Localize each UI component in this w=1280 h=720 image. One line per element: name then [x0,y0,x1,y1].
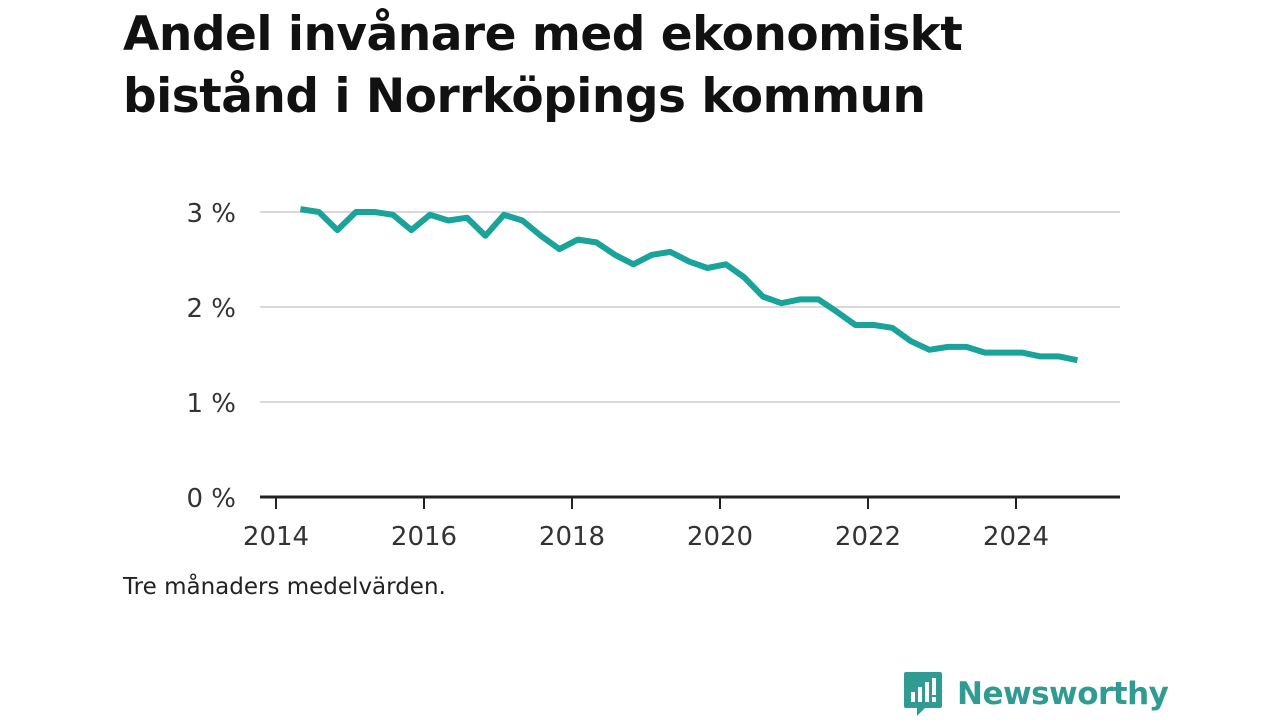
chart-footnote: Tre månaders medelvärden. [123,574,446,600]
line-chart: 0 % 1 % 2 % 3 % 2014 2016 2018 2020 2022 2024 [0,0,1280,720]
bar-chart-speech-bubble-icon [903,670,943,718]
gridlines [260,212,1120,402]
y-tick-label: 2 % [186,294,236,324]
data-series [300,209,1077,360]
x-tick-label: 2020 [687,522,753,552]
series-line [300,209,1077,360]
x-tick-label: 2024 [983,522,1049,552]
y-tick-labels: 0 % 1 % 2 % 3 % [186,199,236,514]
x-tick-label: 2018 [539,522,605,552]
x-tick-label: 2022 [835,522,901,552]
brand-name: Newsworthy [957,676,1168,712]
x-tick-label: 2014 [243,522,309,552]
brand-logo-block[interactable]: Newsworthy [903,668,1168,720]
x-tick-labels: 2014 2016 2018 2020 2022 2024 [243,522,1049,552]
y-tick-label: 0 % [186,484,236,514]
y-tick-label: 3 % [186,199,236,229]
x-tick-label: 2016 [391,522,457,552]
x-axis [260,497,1120,509]
y-tick-label: 1 % [186,389,236,419]
